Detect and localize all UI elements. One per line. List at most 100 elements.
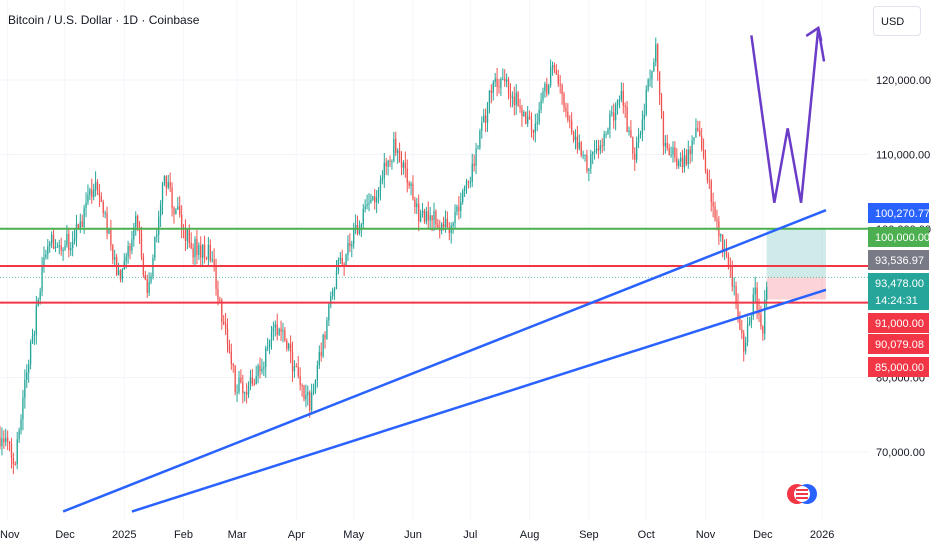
candle-body	[634, 153, 636, 160]
candle-body	[481, 122, 483, 132]
price-label: 85,000.00	[868, 357, 929, 377]
time-tick-label: Nov	[696, 529, 716, 541]
candle-body	[341, 257, 343, 265]
candle-body	[198, 245, 200, 255]
candle-body	[100, 196, 102, 202]
position-box[interactable]	[766, 228, 826, 300]
candle-body	[555, 70, 558, 75]
candle-body	[14, 463, 16, 465]
trend-lines[interactable]	[62, 209, 827, 513]
candle-body	[75, 223, 78, 239]
candle-body	[62, 249, 64, 251]
candle-body	[163, 176, 166, 184]
candle-body	[708, 180, 710, 182]
price-label: 93,536.97	[868, 250, 929, 270]
projection-path[interactable]	[750, 25, 826, 203]
candle-body	[190, 243, 192, 249]
time-tick-label: Dec	[55, 529, 75, 541]
candle-body	[498, 86, 500, 88]
candle-body	[6, 437, 9, 442]
candle-body	[393, 138, 395, 161]
price-label: 14:24:31	[868, 290, 929, 310]
trend-line[interactable]	[62, 209, 827, 513]
price-label-text: 100,000.00	[875, 232, 930, 244]
candle-body	[297, 366, 299, 377]
currency-button[interactable]: USD	[873, 6, 921, 36]
candle-body	[565, 107, 567, 112]
candle-body	[79, 221, 81, 230]
candle-body	[20, 419, 22, 431]
candle-body	[743, 333, 745, 352]
candle-body	[232, 364, 234, 366]
candle-body	[91, 189, 93, 198]
candle-body	[236, 391, 238, 393]
candle-body	[714, 206, 716, 220]
candle-body	[152, 257, 154, 277]
candle-body	[750, 315, 753, 324]
candle-body	[207, 244, 210, 259]
candle-body	[278, 328, 280, 335]
candle-body	[110, 228, 112, 246]
candle-body	[593, 150, 596, 152]
candle-body	[679, 157, 682, 162]
candle-body	[387, 160, 389, 167]
candle-body	[305, 395, 307, 400]
candle-body	[70, 248, 72, 251]
candle-body	[557, 74, 559, 84]
candle-body	[180, 214, 183, 228]
candle-body	[678, 161, 680, 167]
candle-body	[662, 111, 665, 147]
candle-body	[364, 206, 366, 210]
candle-body	[448, 227, 450, 233]
candle-body	[335, 270, 338, 289]
time-axis[interactable]: Nov Dec 2025 Feb Mar Apr May Jun Jul Aug Sep Oct Nov…	[0, 529, 834, 541]
position-target-zone[interactable]	[766, 228, 826, 278]
candle-body	[385, 162, 387, 167]
candle-body	[570, 120, 573, 132]
candle-body	[574, 136, 577, 141]
candle-body	[362, 209, 364, 225]
candle-body	[66, 233, 68, 246]
candle-body	[343, 264, 345, 266]
candle-body	[637, 135, 640, 143]
candle-body	[375, 197, 378, 203]
candle-body	[597, 148, 600, 151]
projection-line[interactable]	[750, 27, 820, 203]
candle-body	[129, 246, 131, 251]
price-label-text: 100,270.77	[875, 208, 930, 220]
horizontal-lines[interactable]	[0, 227, 868, 304]
candle-body	[135, 215, 137, 228]
candle-body	[716, 219, 718, 222]
trend-line[interactable]	[131, 288, 827, 513]
candle-body	[56, 246, 59, 248]
candle-body	[693, 137, 695, 141]
candle-body	[454, 211, 456, 224]
candle-body	[513, 96, 515, 106]
candle-body	[660, 94, 663, 112]
price-tick-label: 120,000.00	[876, 75, 931, 87]
candle-body	[270, 331, 273, 340]
time-tick-label: 2026	[810, 529, 834, 541]
candle-body	[85, 202, 87, 208]
candle-body	[188, 229, 190, 244]
candle-body	[674, 147, 676, 158]
price-label: 90,079.08	[868, 334, 929, 354]
time-tick-label: Nov	[0, 529, 20, 541]
candle-body	[98, 190, 101, 197]
candle-body	[624, 105, 626, 108]
candle-body	[699, 130, 701, 137]
candle-body	[710, 180, 712, 203]
candle-body	[45, 254, 47, 258]
candle-body	[492, 82, 494, 93]
candle-body	[209, 244, 211, 261]
candle-body	[257, 365, 259, 377]
candle-body	[418, 203, 420, 222]
candle-body	[578, 142, 580, 149]
candle-body	[536, 122, 538, 124]
time-tick-label: Jun	[404, 529, 422, 541]
candle-body	[345, 254, 347, 266]
candle-body	[655, 44, 657, 63]
position-stop-zone[interactable]	[766, 277, 826, 300]
candle-body	[299, 376, 301, 386]
